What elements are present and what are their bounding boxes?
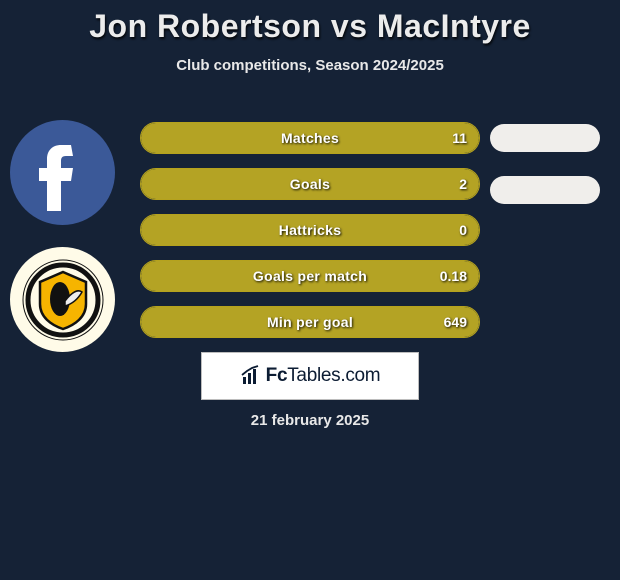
brand-text: FcTables.com	[266, 365, 381, 387]
right-oval-1	[490, 124, 600, 152]
stat-label: Matches	[281, 130, 339, 146]
page-title: Jon Robertson vs MacIntyre	[0, 0, 620, 45]
club-badge	[10, 247, 115, 352]
subtitle: Club competitions, Season 2024/2025	[0, 57, 620, 74]
stat-row-goals: Goals 2	[140, 168, 480, 200]
date-line: 21 february 2025	[251, 412, 369, 429]
right-oval-column	[490, 124, 600, 228]
stat-row-hattricks: Hattricks 0	[140, 214, 480, 246]
stat-value: 0	[459, 222, 467, 238]
alloa-badge-icon	[22, 259, 104, 341]
stat-label: Min per goal	[267, 314, 353, 330]
player-avatar-1	[10, 120, 115, 225]
chart-icon	[240, 365, 262, 387]
stat-value: 649	[444, 314, 467, 330]
stats-list: Matches 11 Goals 2 Hattricks 0 Goals per…	[140, 122, 480, 352]
stat-label: Goals	[290, 176, 330, 192]
stat-value: 0.18	[440, 268, 467, 284]
facebook-icon	[23, 133, 103, 213]
stat-row-mpg: Min per goal 649	[140, 306, 480, 338]
stat-label: Goals per match	[253, 268, 367, 284]
stat-row-matches: Matches 11	[140, 122, 480, 154]
stat-label: Hattricks	[279, 222, 342, 238]
stat-value: 2	[459, 176, 467, 192]
stat-value: 11	[452, 130, 467, 146]
brand-box[interactable]: FcTables.com	[201, 352, 419, 400]
stat-row-gpm: Goals per match 0.18	[140, 260, 480, 292]
avatar-column	[10, 120, 130, 374]
right-oval-2	[490, 176, 600, 204]
brand-inner: FcTables.com	[240, 365, 381, 387]
